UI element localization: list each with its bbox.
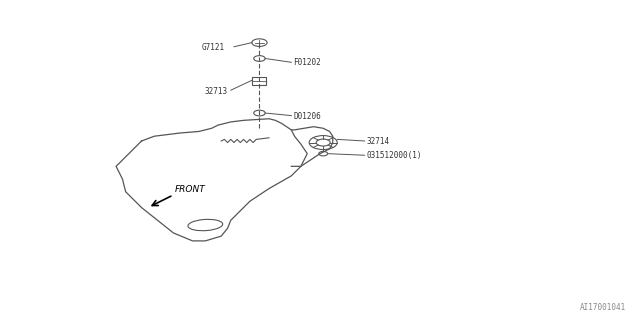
Bar bbox=[252, 77, 266, 85]
Text: AI17001041: AI17001041 bbox=[580, 303, 626, 312]
Text: F01202: F01202 bbox=[293, 58, 321, 67]
Text: FRONT: FRONT bbox=[175, 185, 205, 194]
Text: 32713: 32713 bbox=[204, 87, 228, 96]
Text: 031512000(1): 031512000(1) bbox=[367, 151, 422, 160]
Text: G7121: G7121 bbox=[202, 43, 225, 52]
Text: D01206: D01206 bbox=[293, 112, 321, 121]
Text: 32714: 32714 bbox=[367, 137, 390, 146]
